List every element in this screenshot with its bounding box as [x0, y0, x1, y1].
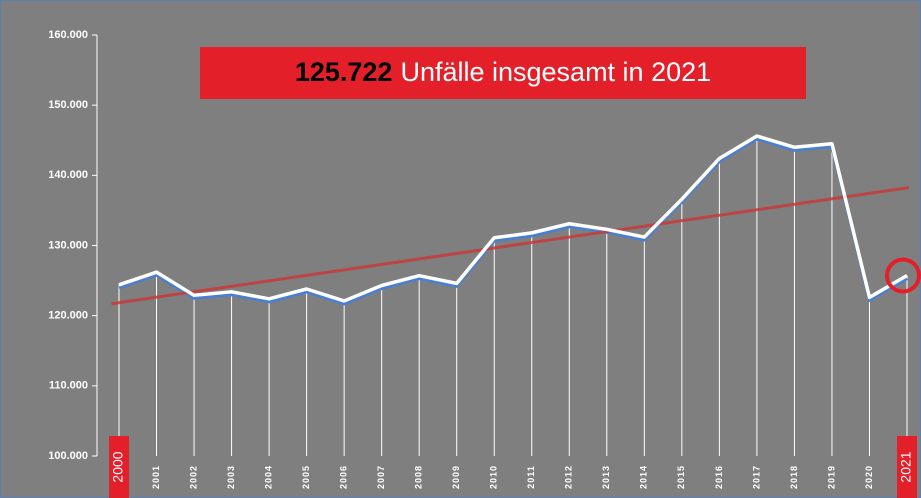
x-tick-label: 2004 [263, 465, 273, 489]
x-tick-label: 2006 [339, 465, 349, 489]
y-tick-label: 110.000 [49, 380, 88, 392]
line [118, 134, 908, 303]
x-tick-label: 2009 [451, 465, 461, 489]
x-tick-label: 2010 [489, 465, 499, 489]
x-tick-label: 2012 [564, 465, 574, 489]
annotation: 125.722 Unfälle insgesamt in 2021 [295, 57, 711, 87]
line-shadow [118, 137, 908, 306]
y-tick-label: 120.000 [48, 310, 88, 322]
x-tick-label: 2015 [676, 465, 686, 489]
y-tick-label: 140.000 [48, 169, 88, 181]
annotation-value: 125.722 [295, 57, 393, 87]
x-highlight [897, 436, 917, 498]
x-tick-label: 2021 [898, 451, 914, 482]
annotation-text: Unfälle insgesamt in 2021 [400, 57, 711, 87]
x-tick-label: 2001 [151, 465, 161, 489]
y-tick-label: 130.000 [48, 239, 88, 251]
x-tick-label: 2008 [414, 465, 424, 489]
x-tick-label: 2020 [864, 465, 874, 489]
x-tick-label: 2016 [714, 465, 724, 489]
x-highlight [109, 436, 129, 498]
trend-line [111, 186, 910, 306]
x-tick-label: 2014 [639, 465, 649, 489]
x-tick-label: 2007 [376, 465, 386, 489]
x-tick-label: 2005 [301, 465, 311, 489]
x-tick-label: 2019 [826, 465, 836, 489]
x-tick-label: 2018 [789, 465, 799, 489]
x-tick-label: 2003 [226, 465, 236, 489]
x-tick-label: 2000 [110, 451, 126, 482]
x-tick-label: 2013 [601, 465, 611, 489]
y-tick-label: 100.000 [48, 450, 88, 462]
highlight-circle [885, 257, 921, 294]
x-tick-label: 2002 [188, 465, 198, 489]
annotation-box [200, 47, 806, 99]
y-tick-label: 150.000 [48, 99, 88, 111]
x-tick-label: 2017 [751, 465, 761, 489]
x-tick-label: 2011 [526, 465, 536, 489]
y-tick-label: 160.000 [48, 29, 88, 41]
